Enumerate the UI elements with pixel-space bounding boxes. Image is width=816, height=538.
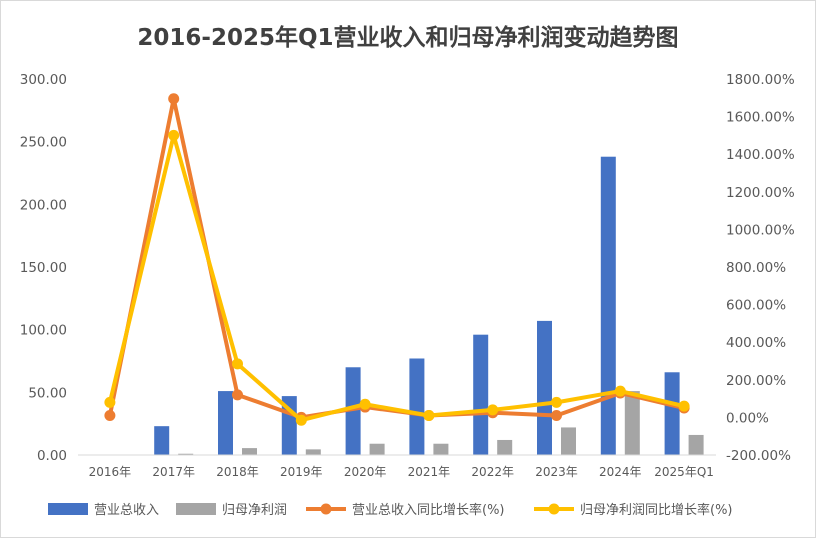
x-tick-label: 2024年 <box>599 465 642 479</box>
bar-revenue-4 <box>345 367 361 455</box>
legend-swatch-0 <box>48 503 88 515</box>
x-tick-label: 2022年 <box>471 465 514 479</box>
bar-revenue-8 <box>600 156 616 455</box>
bar-net-profit-1 <box>178 453 194 455</box>
x-tick-label: 2025年Q1 <box>654 465 714 479</box>
y-right-tick-label: 0.00% <box>726 410 769 426</box>
y-right-tick-label: 400.00% <box>726 335 786 351</box>
bar-revenue-1 <box>154 426 170 455</box>
y-right-tick-label: 200.00% <box>726 373 786 389</box>
bar-revenue-2 <box>218 391 233 455</box>
legend: 营业总收入 归母净利润 营业总收入同比增长率(%) 归母净利润同比增长率(%) <box>48 502 733 518</box>
line-profit-growth <box>107 133 687 423</box>
y-right-tick-label: 1200.00% <box>726 185 795 201</box>
x-ticks: 2016年 2017年 2018年 2019年 2020年 2021年 2022年 2023年… <box>89 465 714 479</box>
legend-marker-2 <box>320 503 332 515</box>
y-right-tick-label: 1600.00% <box>726 110 795 126</box>
y-right-tick-label: 800.00% <box>726 260 786 276</box>
y-right-tick-label: 1800.00% <box>726 72 795 88</box>
y-left-ticks: 300.00 250.00 200.00 150.00 100.00 50.00 0.00 <box>20 72 67 464</box>
bar-revenue-9 <box>664 372 680 455</box>
bar-revenue-5 <box>409 358 425 455</box>
marker-profit-growth-5 <box>423 410 435 422</box>
chart-title: 2016-2025年Q1营业收入和归母净利润变动趋势图 <box>137 25 679 51</box>
marker-revenue-growth-0 <box>104 410 116 422</box>
y-right-ticks: 1800.00% 1600.00% 1400.00% 1200.00% 1000.00%… <box>726 72 795 464</box>
x-tick-label: 2019年 <box>280 465 323 479</box>
x-tick-label: 2016年 <box>89 465 132 479</box>
legend-label-1: 归母净利润 <box>222 503 287 518</box>
bar-revenue-7 <box>537 320 552 455</box>
y-left-tick-label: 300.00 <box>20 72 67 88</box>
legend-label-3: 归母净利润同比增长率(%) <box>580 502 733 518</box>
legend-swatch-1 <box>176 503 216 515</box>
legend-label-2: 营业总收入同比增长率(%) <box>352 502 505 518</box>
legend-marker-3 <box>548 503 560 515</box>
marker-revenue-growth-1 <box>168 93 180 105</box>
bar-net-profit-7 <box>561 427 576 455</box>
y-left-tick-label: 150.00 <box>20 260 67 276</box>
y-right-tick-label: -200.00% <box>726 448 791 464</box>
y-left-tick-label: 250.00 <box>20 135 67 151</box>
marker-profit-growth-4 <box>359 398 371 410</box>
bar-revenue-6 <box>473 334 489 455</box>
marker-profit-growth-2 <box>232 358 243 370</box>
x-tick-label: 2023年 <box>535 465 578 479</box>
bar-net-profit-3 <box>305 449 321 455</box>
y-left-tick-label: 200.00 <box>20 197 67 213</box>
y-left-tick-label: 50.00 <box>28 385 67 401</box>
y-right-tick-label: 1400.00% <box>726 147 795 163</box>
y-left-tick-label: 0.00 <box>37 448 67 464</box>
x-tick-label: 2018年 <box>216 465 259 479</box>
bar-net-profit-6 <box>497 439 513 455</box>
marker-profit-growth-3 <box>295 414 307 426</box>
bar-net-profit-2 <box>242 448 257 455</box>
line-revenue-growth <box>107 96 687 420</box>
x-tick-label: 2021年 <box>408 465 451 479</box>
bar-net-profit-4 <box>369 443 385 455</box>
marker-profit-growth-6 <box>487 404 499 416</box>
x-tick-label: 2020年 <box>344 465 387 479</box>
marker-revenue-growth-7 <box>551 410 562 422</box>
marker-profit-growth-7 <box>551 396 562 408</box>
bar-net-profit-9 <box>688 434 704 455</box>
marker-revenue-growth-2 <box>232 389 243 401</box>
lines-layer <box>104 93 690 426</box>
marker-profit-growth-1 <box>168 129 180 141</box>
marker-profit-growth-0 <box>104 396 116 408</box>
marker-profit-growth-8 <box>614 385 626 397</box>
bar-net-profit-8 <box>624 391 640 455</box>
x-tick-label: 2017年 <box>152 465 195 479</box>
y-right-tick-label: 600.00% <box>726 298 786 314</box>
y-left-tick-label: 100.00 <box>20 323 67 339</box>
y-right-tick-label: 1000.00% <box>726 222 795 238</box>
bar-net-profit-5 <box>433 443 449 455</box>
marker-profit-growth-9 <box>678 400 690 412</box>
legend-label-0: 营业总收入 <box>94 503 159 518</box>
